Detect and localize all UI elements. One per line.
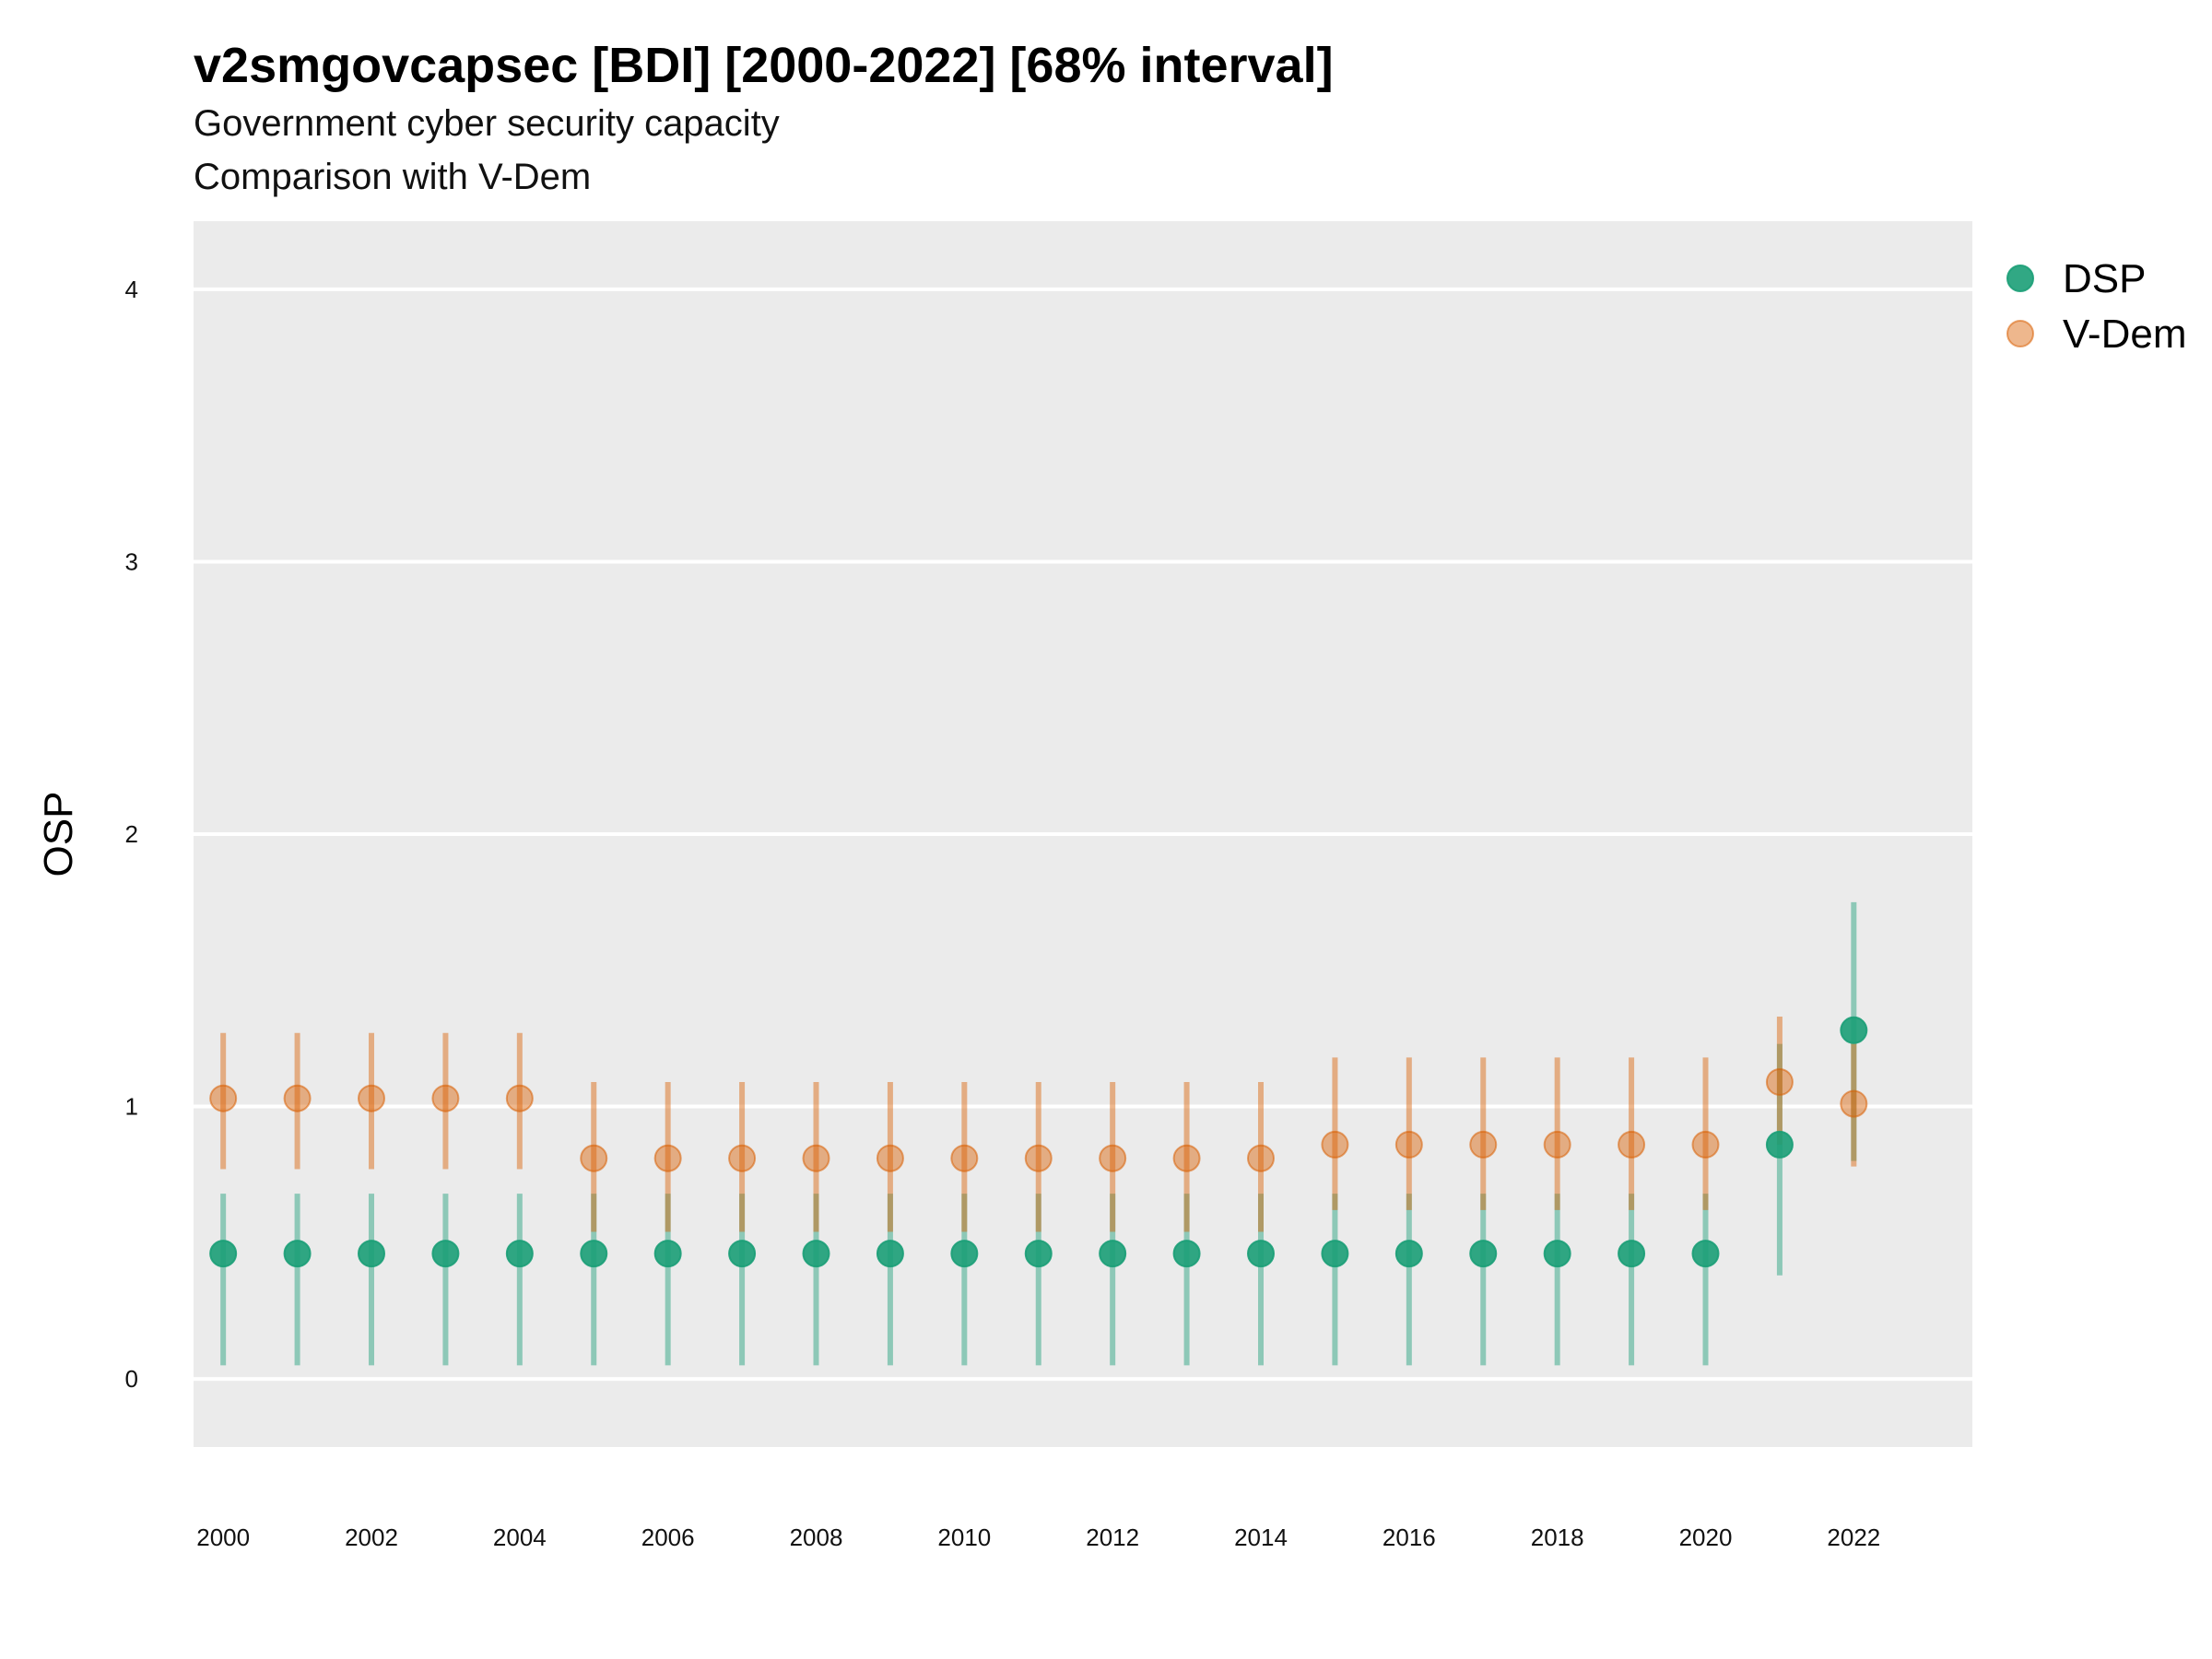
y-tick-label: 2 [125,820,138,848]
dsp-point [1024,1240,1053,1268]
legend: DSP V-Dem [2006,256,2186,357]
v-dem-point [283,1084,312,1112]
v-dem-point [802,1144,830,1172]
v-dem-point [431,1084,460,1112]
legend-label-v-dem: V-Dem [2063,312,2186,357]
x-tick-label: 2016 [1382,1524,1436,1551]
v-dem-point [1691,1130,1720,1159]
x-tick-label: 2000 [196,1524,250,1551]
grid-lines [194,287,1972,1382]
v-dem-point [728,1144,757,1172]
interval-bars [220,901,1857,1366]
x-tick-label: 2022 [1827,1524,1880,1551]
chart-subtitle: Government cyber security capacity [194,103,780,144]
dsp-point [1765,1130,1794,1159]
x-tick-label: 2008 [790,1524,843,1551]
dsp-point [283,1240,312,1268]
dsp-point [1543,1240,1571,1268]
dsp-point [876,1240,904,1268]
v-dem-point [209,1084,238,1112]
y-tick-label: 4 [125,276,138,303]
legend-marker-v-dem [2006,320,2034,347]
x-tick-label: 2006 [641,1524,695,1551]
data-points [209,1016,1868,1268]
chart-title: v2smgovcapsec [BDI] [2000-2022] [68% int… [194,38,1334,93]
y-tick-label: 3 [125,547,138,575]
y-axis-title: OSP [36,792,81,877]
legend-label-dsp: DSP [2063,256,2146,301]
legend-marker-dsp [2006,265,2034,292]
dsp-point [580,1240,608,1268]
v-dem-point [1469,1130,1498,1159]
dsp-point [1691,1240,1720,1268]
dsp-point [1247,1240,1275,1268]
dsp-point [505,1240,534,1268]
y-tick-label: 1 [125,1093,138,1121]
x-tick-label: 2020 [1679,1524,1733,1551]
v-dem-point [505,1084,534,1112]
v-dem-point [1543,1130,1571,1159]
x-tick-label: 2014 [1234,1524,1288,1551]
y-tick-labels: 0 1 2 3 4 [125,276,138,1393]
x-tick-labels: 2000 2002 2004 2006 2008 2010 2012 2014 2016 2018… [196,1524,1880,1551]
dsp-point [358,1240,385,1268]
chart-subtitle-secondary: Comparison with V-Dem [194,157,592,197]
x-tick-label: 2010 [937,1524,991,1551]
dsp-point [1172,1240,1201,1268]
dsp-point [950,1240,979,1268]
dsp-point [209,1240,238,1268]
dsp-point [431,1240,460,1268]
v-dem-point [1099,1144,1127,1172]
dsp-point [1394,1240,1423,1268]
v-dem-point [1247,1144,1275,1172]
v-dem-point [580,1144,608,1172]
dsp-point [728,1240,757,1268]
v-dem-point [653,1144,682,1172]
dsp-point [1840,1016,1868,1044]
v-dem-point [1618,1130,1646,1159]
v-dem-point [1840,1089,1868,1118]
dsp-point [1469,1240,1498,1268]
dsp-point [653,1240,682,1268]
dsp-point [1099,1240,1127,1268]
v-dem-point [358,1084,385,1112]
v-dem-point [1765,1067,1794,1096]
x-tick-label: 2012 [1086,1524,1139,1551]
v-dem-point [1024,1144,1053,1172]
x-tick-label: 2004 [493,1524,547,1551]
x-tick-label: 2002 [345,1524,398,1551]
v-dem-point [1172,1144,1201,1172]
dsp-point [1618,1240,1646,1268]
dsp-point [1321,1240,1349,1268]
v-dem-point [876,1144,904,1172]
v-dem-point [1321,1130,1349,1159]
v-dem-point [950,1144,979,1172]
x-tick-label: 2018 [1531,1524,1584,1551]
dsp-point [802,1240,830,1268]
y-tick-label: 0 [125,1365,138,1393]
v-dem-point [1394,1130,1423,1159]
